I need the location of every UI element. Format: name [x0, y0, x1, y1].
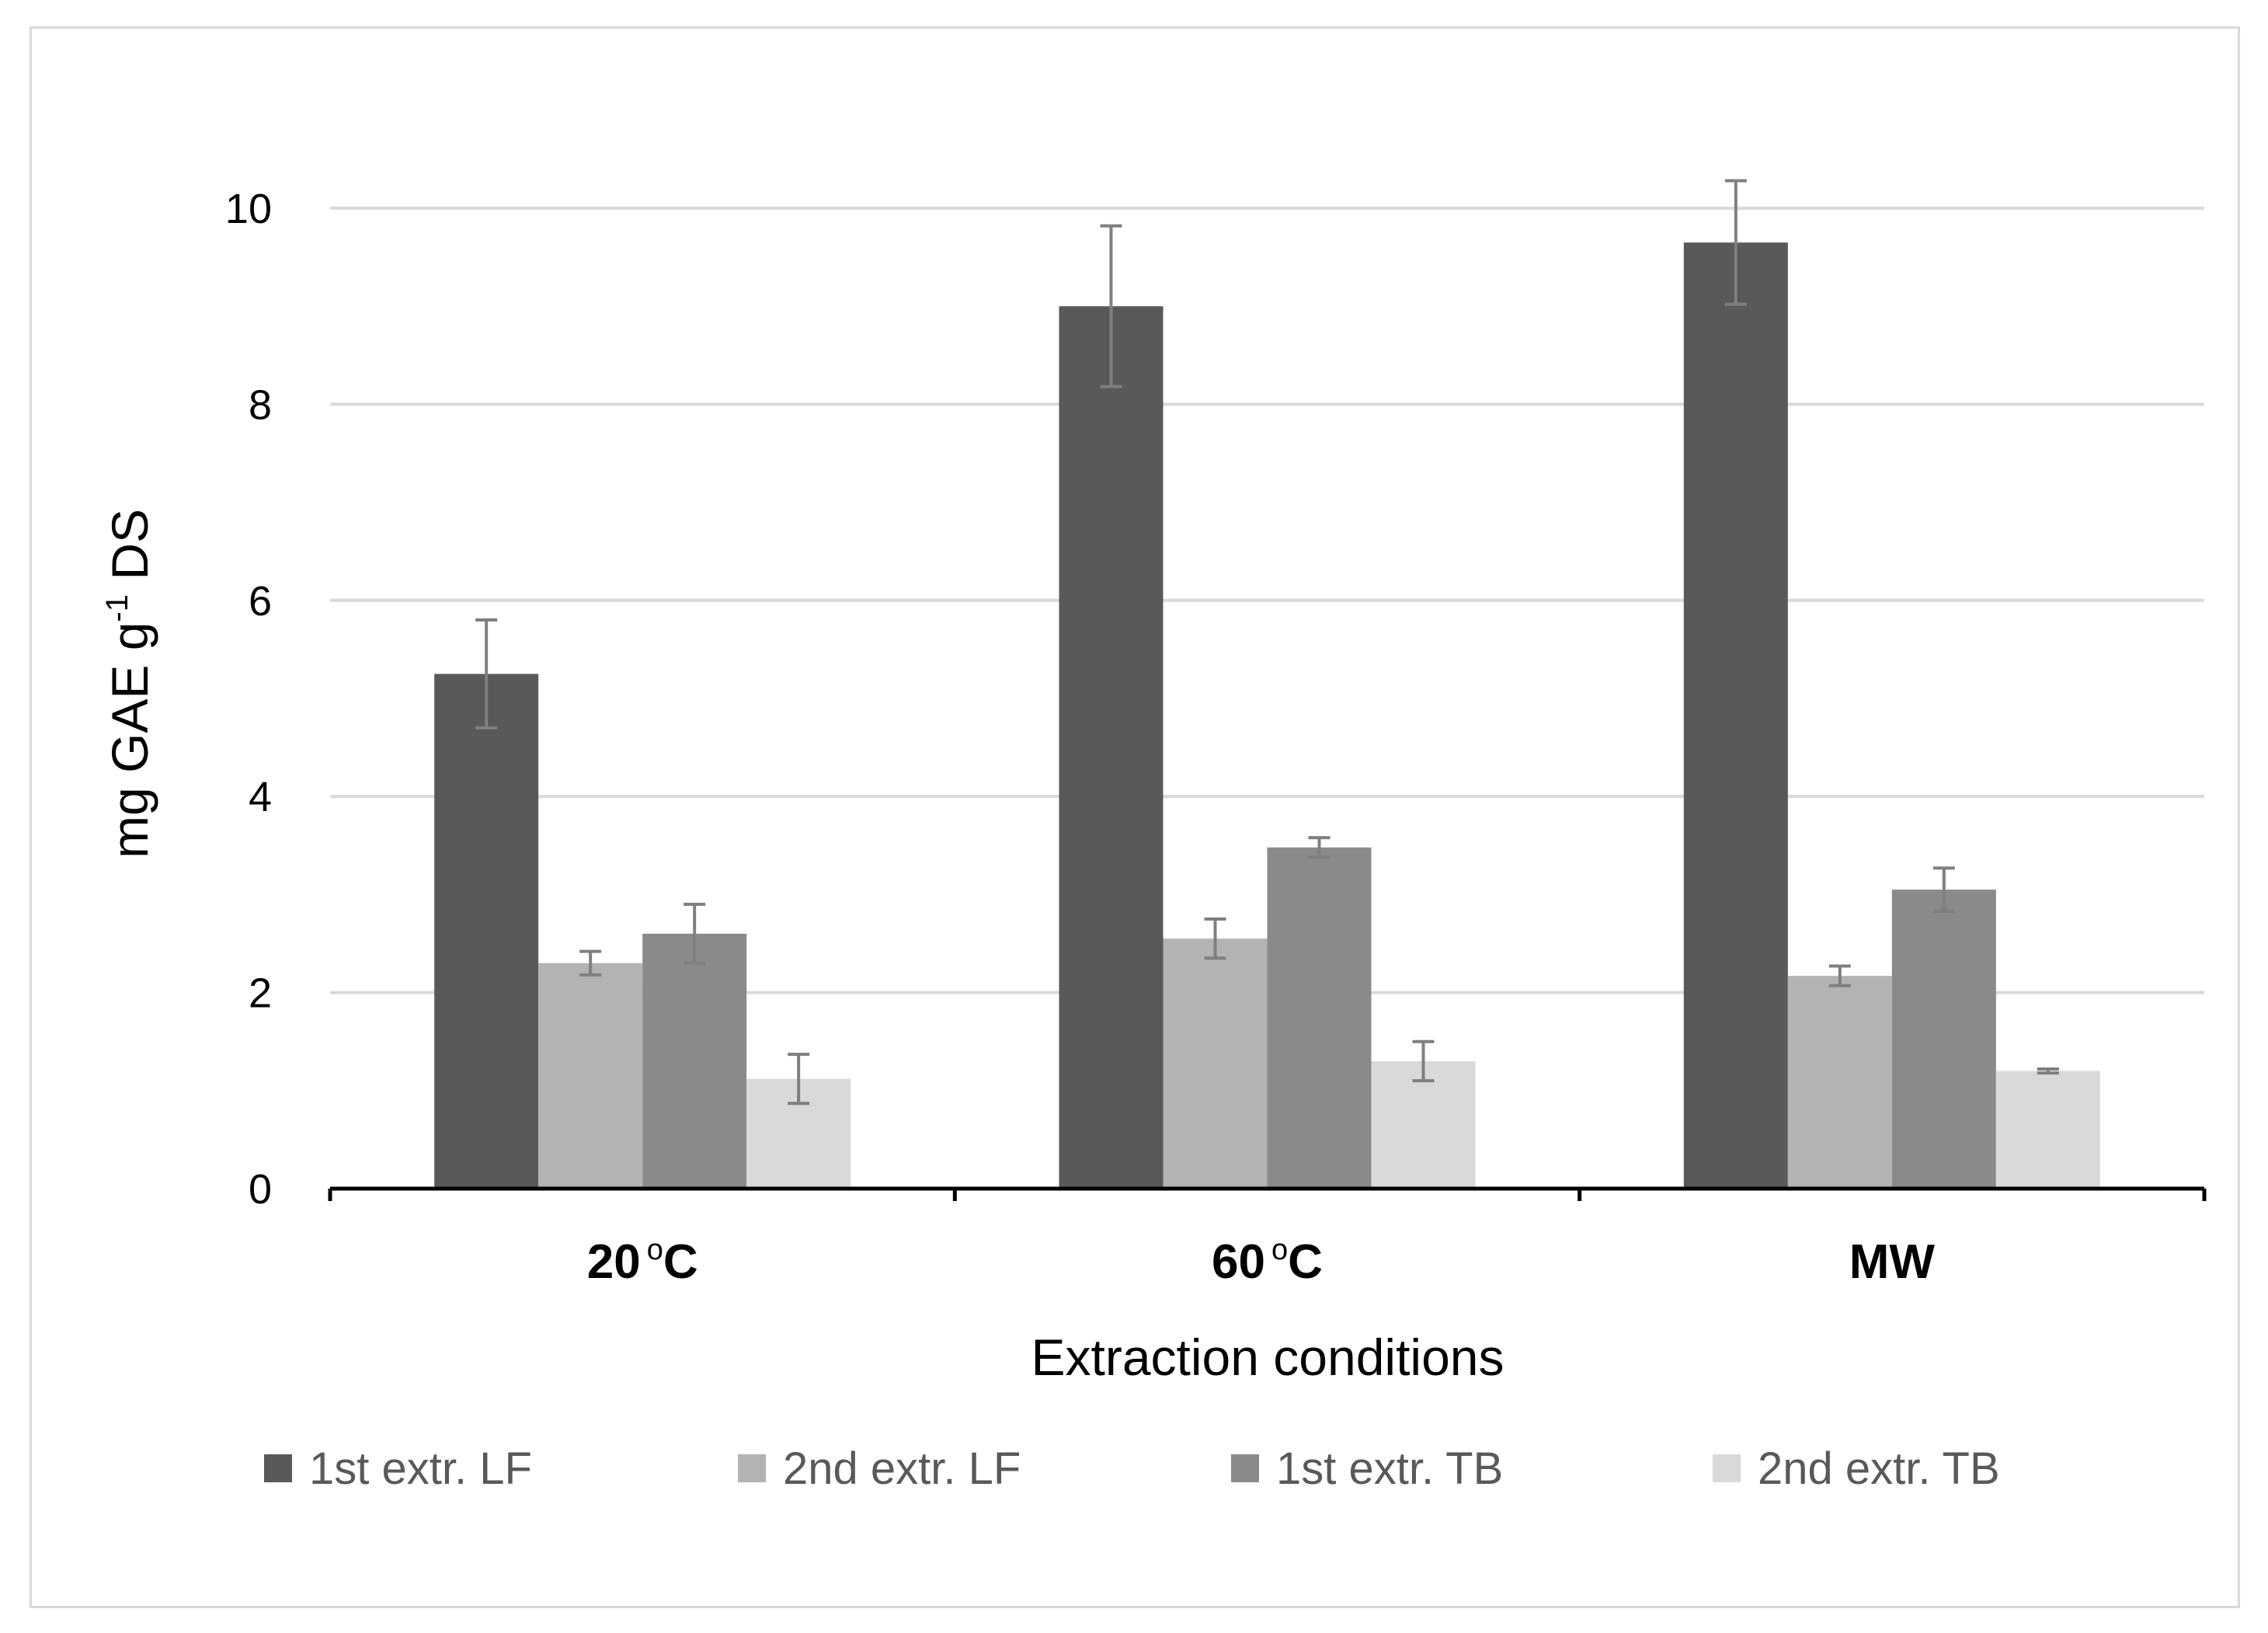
error-bar [1308, 836, 1331, 859]
y-tick-label: 2 [249, 970, 272, 1017]
legend-item: 2nd extr. LF [738, 1443, 1021, 1494]
error-bar [1932, 866, 1955, 913]
x-category-label: 20 oC [587, 1234, 698, 1289]
bar [1267, 847, 1372, 1189]
legend-label: 2nd extr. LF [783, 1443, 1021, 1494]
y-axis-title-suffix: DS [101, 509, 158, 594]
error-bar [1204, 917, 1226, 960]
y-axis-title: mg GAE g-1 DS [100, 509, 158, 858]
legend-item: 1st extr. LF [264, 1443, 532, 1494]
bar [642, 933, 747, 1189]
legend-item: 1st extr. TB [1231, 1443, 1503, 1494]
y-tick-label: 10 [225, 186, 272, 232]
legend-item: 2nd extr. TB [1713, 1443, 2000, 1494]
bar [1163, 938, 1268, 1189]
bars [434, 242, 2100, 1189]
y-tick-label: 4 [249, 774, 272, 820]
x-axis-title: Extraction conditions [1031, 1328, 1504, 1386]
y-tick-label: 6 [249, 578, 272, 625]
category-unit: C [663, 1235, 698, 1289]
bar [434, 674, 539, 1189]
error-bar [684, 903, 706, 965]
bar [1787, 976, 1892, 1189]
y-axis-title-sup: -1 [100, 594, 134, 622]
legend: 1st extr. LF 2nd extr. LF 1st extr. TB 2nd … [264, 1443, 2000, 1494]
error-bar [1100, 224, 1122, 388]
x-category-label: 60 oC [1212, 1234, 1323, 1289]
error-bar [2037, 1067, 2059, 1075]
legend-label: 2nd extr. TB [1758, 1443, 2000, 1494]
error-bar [788, 1053, 810, 1105]
bar [1059, 306, 1164, 1189]
category-sup: o [647, 1234, 663, 1266]
category-unit: C [1288, 1235, 1323, 1289]
error-bar [475, 618, 498, 729]
y-tick-label: 0 [249, 1166, 272, 1213]
y-axis-title-prefix: mg GAE g [101, 622, 158, 858]
error-bars [475, 179, 2059, 1105]
category-main: 60 [1212, 1235, 1265, 1289]
x-category-label: MW [1849, 1235, 1936, 1289]
bar [1995, 1071, 2100, 1189]
y-tick-labels: 0 2 4 6 8 10 [225, 186, 272, 1213]
legend-swatch [738, 1454, 766, 1482]
x-category-labels: 20 oC 60 oC MW [587, 1234, 1936, 1289]
error-bar [1828, 964, 1851, 987]
legend-swatch [1713, 1454, 1741, 1482]
error-bar [1412, 1039, 1435, 1083]
bar [538, 963, 643, 1189]
legend-label: 1st extr. LF [309, 1443, 532, 1494]
category-main: MW [1849, 1235, 1936, 1289]
bar [1371, 1060, 1476, 1189]
category-sup: o [1271, 1234, 1288, 1266]
legend-swatch [1231, 1454, 1259, 1482]
bar [1683, 242, 1788, 1189]
error-bar [1724, 179, 1747, 306]
legend-swatch [264, 1454, 292, 1482]
bar [1891, 890, 1996, 1189]
x-axis [328, 1186, 2207, 1201]
category-main: 20 [587, 1235, 641, 1289]
y-tick-label: 8 [249, 381, 272, 428]
legend-label: 1st extr. TB [1276, 1443, 1503, 1494]
error-bar [579, 949, 602, 977]
